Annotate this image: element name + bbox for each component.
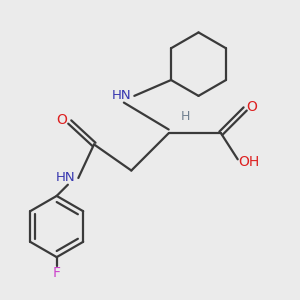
- Text: H: H: [181, 110, 190, 123]
- Text: HN: HN: [56, 172, 76, 184]
- Text: O: O: [56, 113, 67, 127]
- Text: OH: OH: [238, 155, 260, 169]
- Text: HN: HN: [112, 89, 132, 102]
- Text: O: O: [247, 100, 257, 114]
- Text: F: F: [53, 266, 61, 280]
